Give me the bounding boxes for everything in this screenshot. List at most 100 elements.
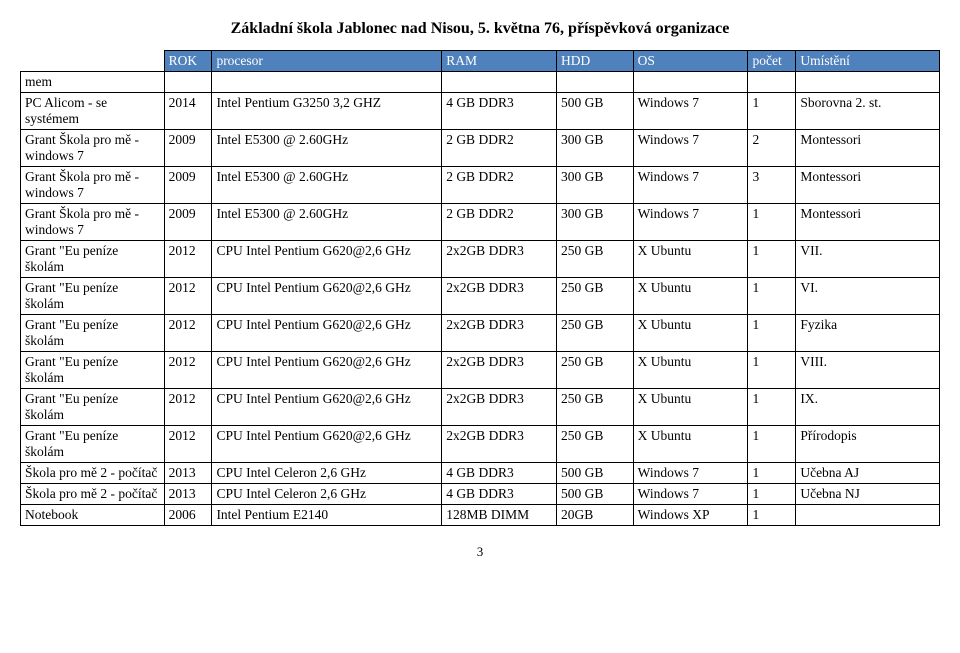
cell-count: 1 — [748, 463, 796, 484]
cell-os: Windows 7 — [633, 463, 748, 484]
cell-year — [164, 72, 212, 93]
cell-ram: 4 GB DDR3 — [442, 484, 557, 505]
cell-hdd: 500 GB — [557, 484, 634, 505]
cell-hdd: 250 GB — [557, 352, 634, 389]
cell-hdd — [557, 72, 634, 93]
cell-ram: 128MB DIMM — [442, 505, 557, 526]
cell-count — [748, 72, 796, 93]
cell-count: 1 — [748, 484, 796, 505]
cell-proc: Intel E5300 @ 2.60GHz — [212, 167, 442, 204]
cell-ram: 2 GB DDR2 — [442, 167, 557, 204]
cell-hdd: 300 GB — [557, 204, 634, 241]
cell-proc: CPU Intel Pentium G620@2,6 GHz — [212, 278, 442, 315]
cell-os — [633, 72, 748, 93]
cell-os: Windows 7 — [633, 204, 748, 241]
cell-proc: CPU Intel Pentium G620@2,6 GHz — [212, 352, 442, 389]
cell-name: Grant Škola pro mě - windows 7 — [21, 130, 165, 167]
cell-count: 1 — [748, 241, 796, 278]
cell-hdd: 300 GB — [557, 167, 634, 204]
cell-loc: VIII. — [796, 352, 940, 389]
cell-proc: Intel E5300 @ 2.60GHz — [212, 204, 442, 241]
cell-ram: 2x2GB DDR3 — [442, 352, 557, 389]
header-proc: procesor — [212, 51, 442, 72]
cell-loc — [796, 505, 940, 526]
table-row: Grant "Eu peníze školám2012CPU Intel Pen… — [21, 352, 940, 389]
cell-year: 2012 — [164, 389, 212, 426]
table-row: Grant Škola pro mě - windows 72009Intel … — [21, 204, 940, 241]
cell-ram — [442, 72, 557, 93]
cell-year: 2006 — [164, 505, 212, 526]
cell-loc: VI. — [796, 278, 940, 315]
cell-loc: Montessori — [796, 130, 940, 167]
table-header-row: ROK procesor RAM HDD OS počet Umístění — [21, 51, 940, 72]
table-body: memPC Alicom - se systémem2014Intel Pent… — [21, 72, 940, 526]
cell-name: Grant "Eu peníze školám — [21, 426, 165, 463]
cell-proc: CPU Intel Pentium G620@2,6 GHz — [212, 315, 442, 352]
cell-year: 2009 — [164, 167, 212, 204]
page-number: 3 — [20, 544, 940, 560]
cell-name: Grant "Eu peníze školám — [21, 278, 165, 315]
table-row: Škola pro mě 2 - počítač2013CPU Intel Ce… — [21, 463, 940, 484]
cell-loc: Učebna AJ — [796, 463, 940, 484]
cell-loc: VII. — [796, 241, 940, 278]
cell-proc: Intel Pentium E2140 — [212, 505, 442, 526]
cell-year: 2012 — [164, 278, 212, 315]
cell-count: 1 — [748, 352, 796, 389]
cell-ram: 4 GB DDR3 — [442, 463, 557, 484]
inventory-table: ROK procesor RAM HDD OS počet Umístění m… — [20, 50, 940, 526]
table-row: Grant "Eu peníze školám2012CPU Intel Pen… — [21, 426, 940, 463]
cell-year: 2014 — [164, 93, 212, 130]
cell-proc: CPU Intel Pentium G620@2,6 GHz — [212, 389, 442, 426]
cell-hdd: 300 GB — [557, 130, 634, 167]
cell-hdd: 500 GB — [557, 93, 634, 130]
cell-name: Notebook — [21, 505, 165, 526]
cell-os: Windows 7 — [633, 130, 748, 167]
cell-hdd: 250 GB — [557, 389, 634, 426]
cell-loc: Sborovna 2. st. — [796, 93, 940, 130]
cell-os: X Ubuntu — [633, 426, 748, 463]
cell-name: mem — [21, 72, 165, 93]
cell-name: Grant Škola pro mě - windows 7 — [21, 167, 165, 204]
cell-hdd: 250 GB — [557, 426, 634, 463]
cell-ram: 2x2GB DDR3 — [442, 426, 557, 463]
cell-name: Škola pro mě 2 - počítač — [21, 484, 165, 505]
cell-ram: 2 GB DDR2 — [442, 204, 557, 241]
cell-name: Grant "Eu peníze školám — [21, 241, 165, 278]
cell-year: 2012 — [164, 352, 212, 389]
cell-proc: Intel Pentium G3250 3,2 GHZ — [212, 93, 442, 130]
cell-name: Grant Škola pro mě - windows 7 — [21, 204, 165, 241]
cell-name: Škola pro mě 2 - počítač — [21, 463, 165, 484]
cell-name: PC Alicom - se systémem — [21, 93, 165, 130]
table-row: Grant "Eu peníze školám2012CPU Intel Pen… — [21, 315, 940, 352]
cell-count: 1 — [748, 204, 796, 241]
cell-os: Windows XP — [633, 505, 748, 526]
cell-loc: Montessori — [796, 167, 940, 204]
table-row: PC Alicom - se systémem2014Intel Pentium… — [21, 93, 940, 130]
cell-year: 2012 — [164, 241, 212, 278]
cell-loc: Fyzika — [796, 315, 940, 352]
cell-proc: CPU Intel Celeron 2,6 GHz — [212, 484, 442, 505]
cell-os: Windows 7 — [633, 484, 748, 505]
header-hdd: HDD — [557, 51, 634, 72]
table-row: Grant "Eu peníze školám2012CPU Intel Pen… — [21, 278, 940, 315]
cell-hdd: 250 GB — [557, 315, 634, 352]
table-row: mem — [21, 72, 940, 93]
cell-loc: Přírodopis — [796, 426, 940, 463]
header-loc: Umístění — [796, 51, 940, 72]
cell-loc: Učebna NJ — [796, 484, 940, 505]
cell-ram: 2x2GB DDR3 — [442, 315, 557, 352]
cell-count: 1 — [748, 389, 796, 426]
table-row: Grant Škola pro mě - windows 72009Intel … — [21, 167, 940, 204]
cell-count: 1 — [748, 505, 796, 526]
cell-count: 1 — [748, 426, 796, 463]
table-row: Grant Škola pro mě - windows 72009Intel … — [21, 130, 940, 167]
cell-name: Grant "Eu peníze školám — [21, 315, 165, 352]
cell-os: Windows 7 — [633, 93, 748, 130]
cell-ram: 2 GB DDR2 — [442, 130, 557, 167]
table-row: Grant "Eu peníze školám2012CPU Intel Pen… — [21, 241, 940, 278]
header-count: počet — [748, 51, 796, 72]
cell-name: Grant "Eu peníze školám — [21, 389, 165, 426]
cell-os: X Ubuntu — [633, 352, 748, 389]
cell-ram: 2x2GB DDR3 — [442, 278, 557, 315]
header-ram: RAM — [442, 51, 557, 72]
